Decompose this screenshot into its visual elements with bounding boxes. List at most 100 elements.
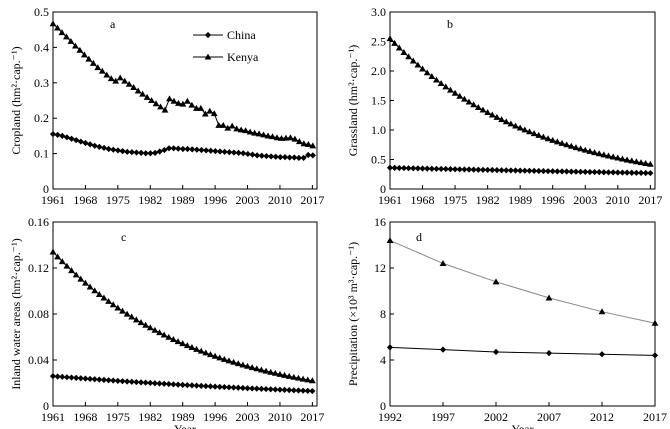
china-marker bbox=[258, 152, 265, 159]
china-marker bbox=[651, 352, 659, 359]
kenya-marker bbox=[299, 375, 307, 382]
x-tick-label: 2010 bbox=[606, 193, 630, 207]
china-marker bbox=[281, 154, 289, 161]
china-marker bbox=[267, 386, 274, 393]
x-tick-label: 1982 bbox=[138, 193, 162, 207]
kenya-marker bbox=[125, 80, 133, 87]
china-marker bbox=[489, 166, 496, 174]
kenya-marker bbox=[192, 104, 200, 111]
kenya-marker bbox=[386, 237, 394, 243]
china-marker bbox=[619, 169, 626, 176]
kenya-marker bbox=[540, 133, 547, 140]
kenya-marker bbox=[82, 279, 89, 286]
kenya-marker bbox=[428, 73, 436, 79]
kenya-marker bbox=[423, 69, 431, 76]
china-marker bbox=[226, 149, 233, 156]
china-marker bbox=[290, 387, 297, 394]
china-marker bbox=[240, 150, 247, 157]
china-marker bbox=[142, 150, 149, 157]
china-marker bbox=[507, 167, 514, 174]
kenya-marker bbox=[395, 44, 403, 51]
plot-frame bbox=[389, 11, 656, 190]
china-marker bbox=[91, 376, 98, 383]
china-marker bbox=[235, 384, 242, 391]
kenya-marker bbox=[216, 354, 224, 361]
kenya-marker bbox=[63, 262, 71, 269]
china-marker bbox=[221, 383, 228, 391]
kenya-marker bbox=[98, 67, 106, 74]
china-marker bbox=[184, 145, 191, 153]
kenya-marker bbox=[179, 100, 187, 107]
china-marker bbox=[128, 149, 135, 156]
y-tick-label: 1.5 bbox=[371, 94, 386, 108]
y-tick-label: 16 bbox=[374, 215, 386, 229]
china-marker bbox=[156, 148, 163, 155]
y-tick-label: 0.12 bbox=[28, 261, 49, 275]
kenya-marker bbox=[183, 342, 191, 349]
china-marker bbox=[230, 384, 237, 391]
kenya-marker bbox=[295, 374, 302, 381]
china-marker bbox=[433, 165, 440, 172]
panel-c: 0 0.04 0.08 0.12 0.16 1961 1968 1975 1982 1989 199… bbox=[9, 215, 324, 429]
china-marker bbox=[202, 383, 209, 390]
china-marker bbox=[442, 165, 449, 173]
y-tick-label: 0 bbox=[43, 399, 49, 413]
china-marker bbox=[300, 154, 307, 161]
china-marker bbox=[396, 164, 403, 172]
kenya-marker bbox=[544, 135, 552, 142]
china-marker bbox=[239, 384, 246, 392]
kenya-marker bbox=[114, 304, 122, 311]
china-marker bbox=[82, 139, 89, 147]
kenya-marker bbox=[633, 158, 640, 165]
kenya-marker bbox=[553, 138, 561, 145]
china-marker bbox=[170, 381, 177, 388]
kenya-marker bbox=[151, 326, 159, 333]
china-marker bbox=[475, 166, 482, 173]
kenya-marker bbox=[262, 367, 270, 374]
kenya-marker bbox=[244, 362, 251, 369]
china-marker bbox=[189, 146, 196, 153]
kenya-marker bbox=[535, 131, 543, 138]
y-tick-label: 0.16 bbox=[28, 215, 49, 229]
x-tick-label: 1989 bbox=[171, 193, 195, 207]
kenya-marker bbox=[146, 324, 154, 331]
y-tick-label: 0.1 bbox=[34, 147, 49, 161]
x-tick-label: 1996 bbox=[203, 193, 227, 207]
kenya-marker bbox=[224, 124, 232, 131]
china-marker bbox=[521, 167, 528, 174]
china-marker bbox=[133, 149, 140, 156]
china-marker bbox=[386, 344, 394, 351]
china-marker bbox=[267, 153, 275, 160]
series-china bbox=[49, 373, 316, 395]
x-tick-label: 2017 bbox=[300, 410, 324, 424]
kenya-marker bbox=[207, 351, 214, 358]
kenya-marker bbox=[264, 132, 272, 139]
kenya-marker bbox=[49, 20, 57, 27]
kenya-marker bbox=[170, 335, 177, 342]
kenya-marker bbox=[100, 294, 108, 301]
kenya-marker bbox=[512, 122, 519, 129]
kenya-marker bbox=[439, 260, 447, 266]
kenya-marker bbox=[267, 368, 275, 375]
kenya-marker bbox=[304, 376, 312, 383]
china-marker bbox=[503, 167, 510, 174]
kenya-marker bbox=[614, 154, 622, 161]
kenya-marker bbox=[67, 37, 75, 44]
panel-letter: b bbox=[447, 17, 453, 31]
china-marker bbox=[424, 165, 431, 172]
china-marker bbox=[428, 165, 435, 172]
kenya-marker bbox=[253, 365, 261, 372]
china-marker bbox=[637, 169, 645, 177]
x-tick-label: 1997 bbox=[431, 410, 455, 424]
series-china bbox=[386, 344, 659, 359]
x-tick-label: 1975 bbox=[106, 193, 130, 207]
china-marker bbox=[77, 375, 84, 382]
kenya-marker bbox=[521, 126, 529, 133]
kenya-marker bbox=[278, 134, 285, 141]
kenya-marker bbox=[386, 35, 394, 42]
china-marker bbox=[105, 377, 112, 384]
kenya-marker bbox=[269, 133, 276, 140]
y-tick-label: 4 bbox=[380, 353, 386, 367]
x-tick-label: 2003 bbox=[573, 193, 597, 207]
kenya-marker bbox=[492, 278, 500, 285]
